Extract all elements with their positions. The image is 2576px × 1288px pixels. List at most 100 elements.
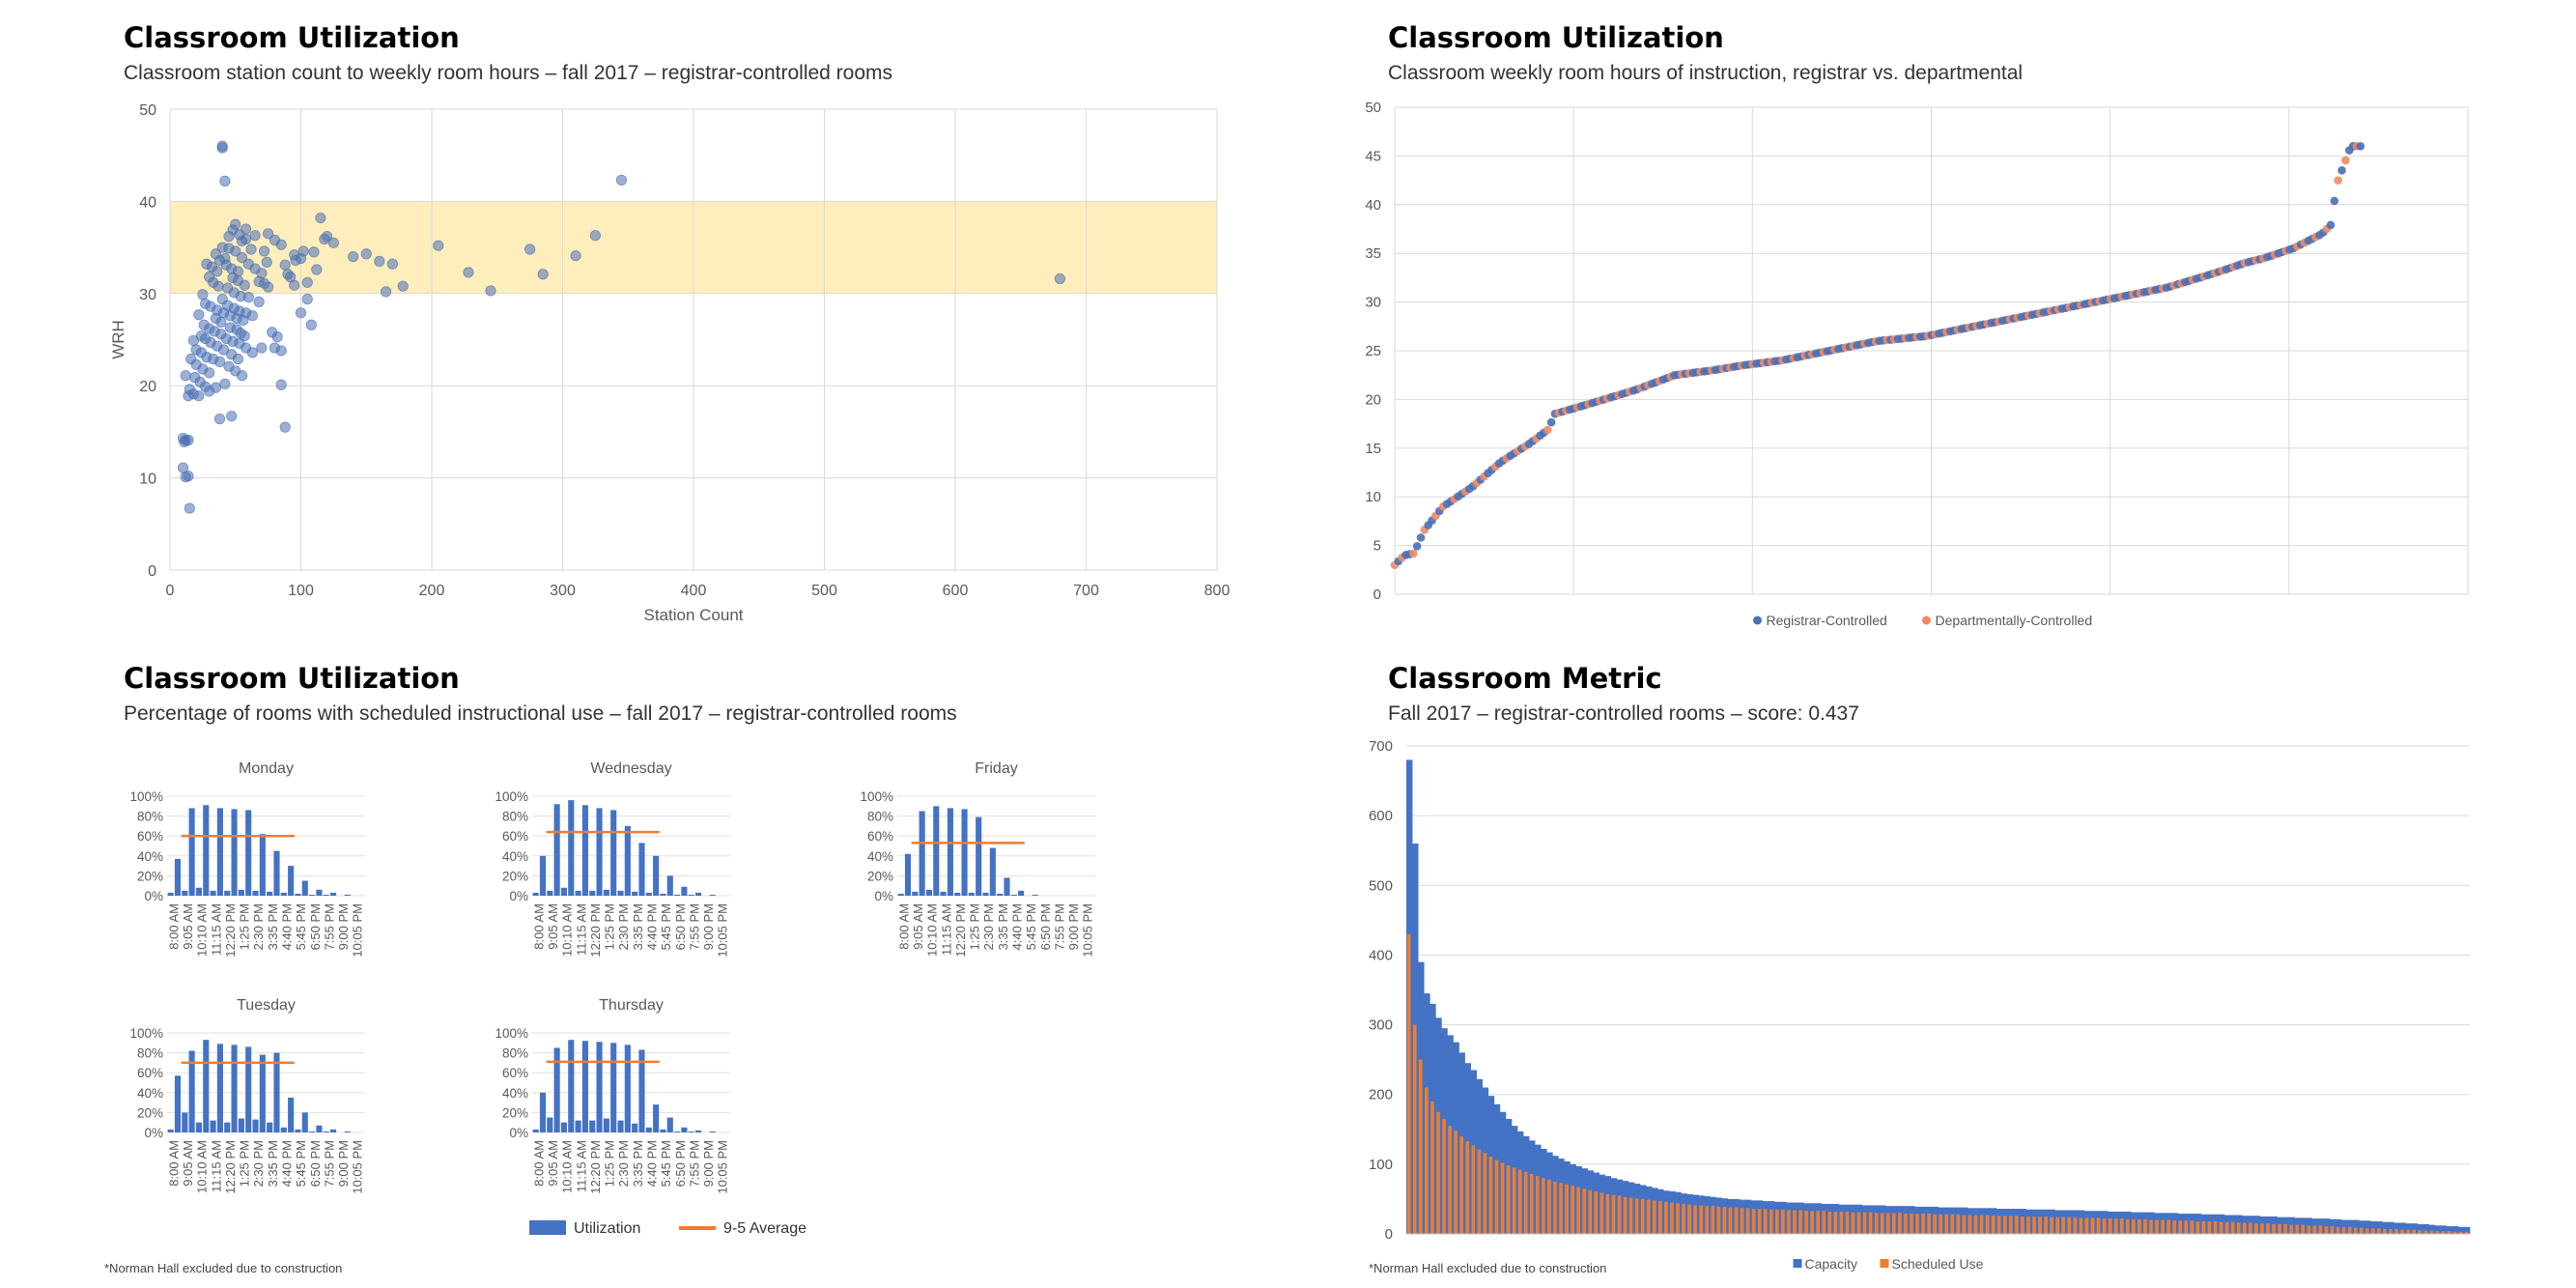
data-point (185, 353, 197, 365)
y-tick-label: 0% (874, 889, 893, 903)
scheduled-use-bar (1477, 1149, 1482, 1234)
utilization-bar (238, 889, 244, 896)
scheduled-use-bar (1693, 1205, 1697, 1234)
scheduled-use-bar (1687, 1204, 1691, 1234)
scheduled-use-bar (2084, 1217, 2089, 1234)
scheduled-use-bar (1494, 1159, 1499, 1234)
scheduled-use-bar (2283, 1223, 2287, 1234)
scheduled-use-bar (2172, 1220, 2177, 1234)
utilization-bar (596, 1042, 603, 1132)
utilization-bar (182, 1112, 188, 1132)
scheduled-use-bar (2394, 1228, 2398, 1234)
data-point (239, 279, 250, 291)
scheduled-use-bar (2359, 1227, 2364, 1234)
scheduled-use-bar (2015, 1216, 2019, 1234)
scheduled-use-bar (1547, 1179, 1551, 1234)
legend-label: Capacity (1805, 1256, 1857, 1272)
data-point (360, 248, 372, 260)
data-point (199, 381, 212, 392)
y-tick-label: 60% (502, 829, 528, 844)
scheduled-use-bar (2441, 1231, 2446, 1234)
data-point (242, 292, 254, 303)
x-tick-label: 4:40 PM (279, 903, 294, 950)
utilization-bar (216, 808, 223, 896)
x-tick-label: 10:05 PM (716, 1140, 730, 1194)
utilization-bar (245, 810, 252, 896)
y-tick-label: 35 (1365, 245, 1381, 262)
utilization-bar (323, 1131, 329, 1132)
scheduled-use-bar (1676, 1203, 1680, 1234)
utilization-bar (539, 855, 547, 896)
y-tick-label: 80% (137, 1046, 163, 1061)
utilization-bar (989, 847, 996, 896)
utilization-bar (575, 1120, 581, 1132)
scheduled-use-bar (1517, 1169, 1522, 1234)
scheduled-use-bar (1885, 1213, 1890, 1234)
x-tick-label: 6:50 PM (308, 903, 323, 950)
y-tick-label: 5 (1373, 538, 1381, 555)
x-tick-label: 1:25 PM (238, 1140, 252, 1187)
scheduled-use-bar (2383, 1228, 2387, 1234)
scheduled-use-bar (2137, 1218, 2141, 1234)
classroom-metric-chart: 0 100 200 300 400 500 600 700 Capacity Scheduled … (1369, 738, 2471, 1272)
scheduled-use-bar (1868, 1212, 1873, 1234)
y-tick-label: 10 (1365, 489, 1381, 505)
x-tick-label: 1:25 PM (968, 903, 982, 950)
utilization-bar (553, 804, 560, 896)
scheduled-use-bar (1617, 1195, 1622, 1234)
utilization-bar (581, 1041, 588, 1132)
scheduled-use-bar (1740, 1208, 1744, 1234)
utilization-bar (968, 892, 975, 896)
utilization-bar (688, 1131, 694, 1132)
scheduled-use-bar (1436, 1111, 1440, 1234)
scheduled-use-bar (2429, 1230, 2434, 1234)
y-tick-label: 100% (129, 789, 163, 804)
scheduled-use-bar (1512, 1167, 1516, 1234)
utilization-bar (560, 887, 568, 896)
scheduled-use-bar (1950, 1214, 1955, 1234)
scheduled-use-bar (1670, 1202, 1674, 1234)
x-tick-label: 7:55 PM (687, 1140, 701, 1187)
scheduled-use-bar (2021, 1216, 2024, 1234)
utilization-bar (632, 1123, 638, 1132)
x-tick-label: 700 (1073, 583, 1099, 599)
scheduled-use-bar (1827, 1211, 1832, 1234)
scheduled-use-bar (1745, 1208, 1750, 1234)
scheduled-use-bar (2236, 1222, 2241, 1234)
capacity-bar (2446, 1226, 2453, 1234)
data-point (236, 370, 248, 382)
x-tick-label: 5:45 PM (294, 903, 308, 950)
x-tick-label: 7:55 PM (1052, 903, 1066, 950)
utilization-bar (309, 1131, 316, 1132)
y-tick-label: 0% (509, 1126, 528, 1140)
scheduled-use-bar (2096, 1217, 2101, 1234)
scheduled-use-bar (1956, 1214, 1961, 1234)
utilization-bar (560, 1122, 568, 1132)
data-point (279, 421, 291, 433)
scheduled-use-bar (2330, 1226, 2335, 1234)
y-tick-label: 60% (137, 1066, 163, 1080)
utilization-bar (645, 1127, 652, 1132)
data-point (245, 243, 257, 255)
utilization-bar (624, 825, 631, 896)
x-tick-label: 10:10 AM (560, 1140, 575, 1193)
capacity-bar (2440, 1225, 2448, 1234)
utilization-bar (532, 1129, 539, 1132)
utilization-bar (329, 1129, 337, 1132)
scheduled-use-bar (1535, 1176, 1540, 1234)
footnote: *Norman Hall excluded due to constructio… (1369, 1261, 1607, 1275)
scheduled-use-bar (2400, 1229, 2404, 1234)
scheduled-use-bar (2190, 1220, 2194, 1234)
scheduled-use-bar (1973, 1215, 1978, 1234)
utilization-bar (581, 805, 588, 896)
x-tick-label: 4:40 PM (644, 1140, 659, 1187)
x-tick-label: 9:00 PM (701, 1140, 716, 1187)
scheduled-use-bar (2149, 1219, 2153, 1234)
scheduled-use-bar (2371, 1228, 2375, 1234)
utilization-bar (267, 891, 273, 896)
x-tick-label: 10:10 AM (925, 903, 940, 957)
panel-title: Classroom Utilization (124, 662, 460, 695)
scheduled-use-bar (2184, 1220, 2189, 1234)
x-tick-label: 100 (288, 583, 314, 599)
utilization-bar (273, 850, 280, 896)
